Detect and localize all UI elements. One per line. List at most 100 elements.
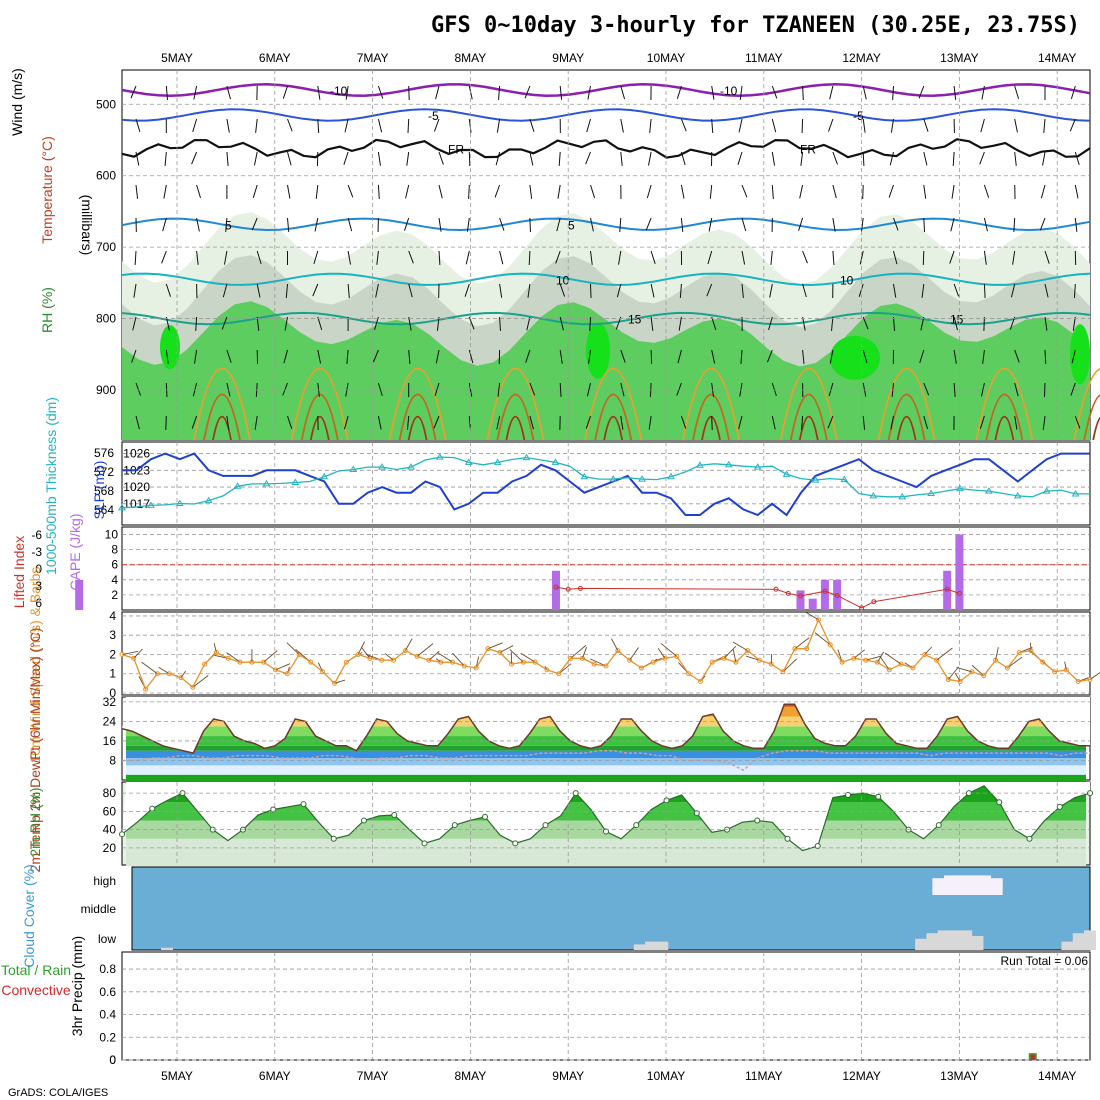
- wind-barb: [433, 118, 440, 132]
- wind-barb: [494, 184, 501, 198]
- wind-barb: [191, 151, 198, 165]
- thickness-marker: [522, 453, 531, 461]
- wind-barb: [738, 415, 743, 430]
- wind-barb: [680, 217, 684, 232]
- rh-marker: [421, 840, 428, 847]
- li-marker: [834, 592, 840, 598]
- wind-barb: [406, 415, 410, 430]
- wind-barb: [263, 650, 278, 663]
- wind-barb: [1071, 349, 1076, 364]
- cape-y-tick-label: 10: [105, 528, 119, 542]
- wind-barb: [884, 652, 902, 665]
- isotherm-warm: [594, 393, 633, 441]
- wind-barb: [741, 184, 748, 198]
- chart-layer: 5MAY 5MAY 6MAY 6MAY 7MAY 7MAY 8MAY 8MAY 9MAY 9MAY…: [1, 51, 1100, 1083]
- cloud-fill-low: [1072, 933, 1085, 950]
- temp-y-tick-label: 32: [103, 695, 117, 709]
- isotherm-label: -10: [720, 84, 738, 98]
- wind-barb: [954, 672, 961, 682]
- wind-barb: [590, 217, 594, 232]
- thickness-y-tick-label: 568: [94, 484, 114, 498]
- wind-barb: [832, 184, 837, 199]
- wind-barb: [802, 316, 806, 331]
- wind-barb: [741, 217, 747, 232]
- thickness-marker: [984, 487, 993, 494]
- li-y-axis-label: Lifted Index: [11, 536, 27, 608]
- wind-barb: [226, 85, 231, 100]
- wind-barb: [620, 118, 624, 133]
- wind-barb: [165, 283, 172, 297]
- wind-barb: [343, 151, 349, 165]
- wind-barb: [135, 415, 140, 430]
- wind-barb: [408, 85, 410, 100]
- wind-barb: [590, 658, 607, 667]
- li-y-tick-label: -6: [31, 528, 42, 542]
- wind-barb: [828, 118, 834, 132]
- rh-marker: [361, 817, 367, 824]
- wind-barb: [650, 349, 653, 364]
- rh-marker: [542, 822, 549, 829]
- wind-barb: [1014, 151, 1017, 166]
- wind-barb: [194, 349, 198, 364]
- li-series-line: [555, 586, 960, 609]
- wind-barb: [435, 349, 440, 364]
- wind-barb: [195, 316, 198, 331]
- wind-barb: [524, 85, 531, 99]
- wind-barb: [862, 85, 867, 100]
- wind-barb: [416, 643, 434, 657]
- wind-barb: [499, 645, 514, 653]
- wind-barb: [771, 118, 777, 133]
- wind-barb: [496, 415, 501, 430]
- cloud-fill-low: [645, 941, 658, 950]
- wind-barb: [158, 666, 170, 675]
- wind-barb: [802, 283, 807, 298]
- wind-barb: [616, 283, 622, 298]
- wind-barb: [923, 118, 929, 132]
- wind-barb: [766, 349, 773, 363]
- wind-barb: [559, 316, 564, 331]
- temp-y-axis-label: 2m Temp 2m DewPt (6hr Min/Max) (°C): [27, 628, 43, 873]
- wind-barb: [732, 649, 737, 663]
- cape-panel-frame: [121, 526, 1091, 611]
- rh-y-tick-label: 20: [103, 841, 117, 855]
- wind-barb: [529, 151, 534, 166]
- wind-barb: [657, 648, 666, 659]
- wind-barb: [888, 184, 894, 198]
- thickness-y-tick-label: 572: [94, 465, 114, 479]
- wind-barb: [737, 151, 743, 165]
- wind-barb: [499, 217, 505, 231]
- wind-barb: [435, 85, 440, 100]
- cape-bar: [955, 534, 964, 610]
- wind-barb: [732, 641, 748, 651]
- wind-barb: [1043, 118, 1046, 133]
- wind-barb: [649, 118, 652, 133]
- thickness-marker: [349, 465, 358, 473]
- wind-barb: [950, 217, 955, 232]
- cloud-y-tick-label: low: [98, 932, 116, 946]
- wind-barb: [357, 641, 366, 655]
- wind-barb: [374, 316, 379, 331]
- wind-barb: [889, 151, 894, 166]
- wind-barb: [798, 217, 804, 231]
- wind-barb: [771, 151, 776, 166]
- wind-barb: [746, 655, 760, 661]
- wind-barb: [832, 217, 836, 232]
- wind-barb: [923, 151, 928, 166]
- rh-marker: [119, 831, 125, 838]
- wind-barb: [180, 670, 186, 678]
- isotherm-warm: [692, 393, 730, 441]
- wind-barb: [1044, 283, 1049, 298]
- wind-barb: [680, 118, 687, 132]
- wind-barb: [213, 643, 217, 653]
- wind-barb: [739, 85, 743, 100]
- rh-marker: [875, 793, 882, 800]
- wind-barb: [372, 349, 379, 363]
- thickness-marker: [782, 470, 791, 477]
- wind-barb: [1042, 415, 1046, 430]
- wind-barb: [223, 250, 228, 265]
- wind-barb: [709, 184, 713, 199]
- run-total-label: Run Total = 0.06: [1000, 954, 1088, 968]
- wind-barb: [586, 118, 591, 133]
- wind-barb: [677, 349, 682, 364]
- wind-barb: [408, 283, 413, 298]
